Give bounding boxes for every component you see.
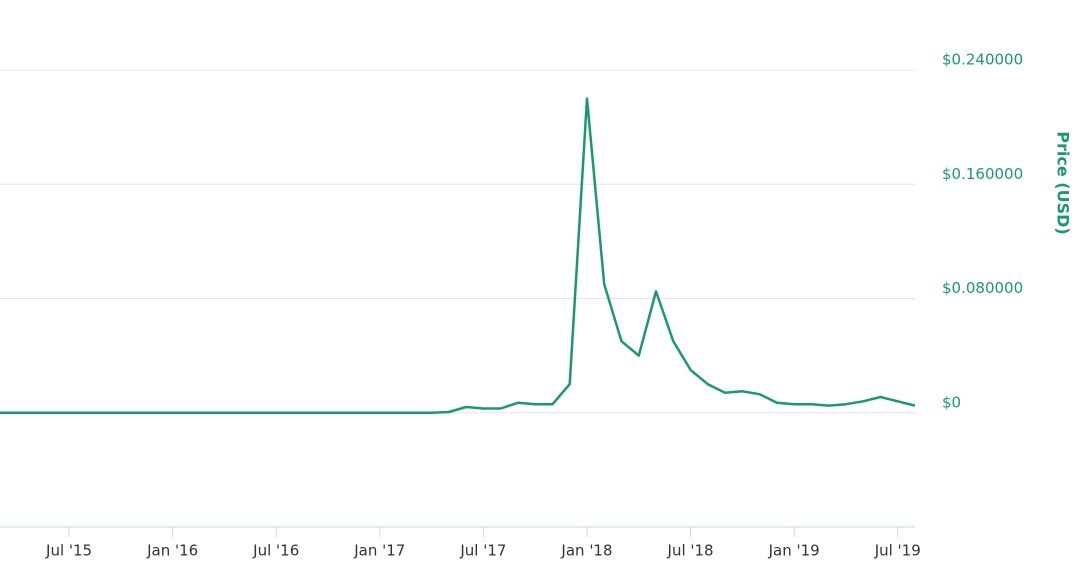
x-tick-label: Jan '19: [768, 542, 820, 560]
x-tick-label: Jul '17: [459, 542, 506, 560]
x-tick-label: Jul '16: [252, 542, 299, 560]
y-tick-label: $0: [942, 393, 961, 411]
y-tick-label: $0.160000: [942, 165, 1023, 183]
price-line: [0, 97, 916, 415]
x-tick-label: Jul '15: [45, 542, 92, 560]
y-tick-label: $0.240000: [942, 51, 1023, 69]
x-tick-label: Jan '17: [353, 542, 405, 560]
x-tick-label: Jul '18: [667, 542, 714, 560]
x-tick-label: Jan '16: [146, 542, 198, 560]
y-tick-label: $0.080000: [942, 279, 1023, 297]
x-tick-label: Jul '19: [874, 542, 921, 560]
y-axis-label: Price (USD): [1054, 131, 1073, 234]
x-tick-label: Jan '18: [560, 542, 612, 560]
